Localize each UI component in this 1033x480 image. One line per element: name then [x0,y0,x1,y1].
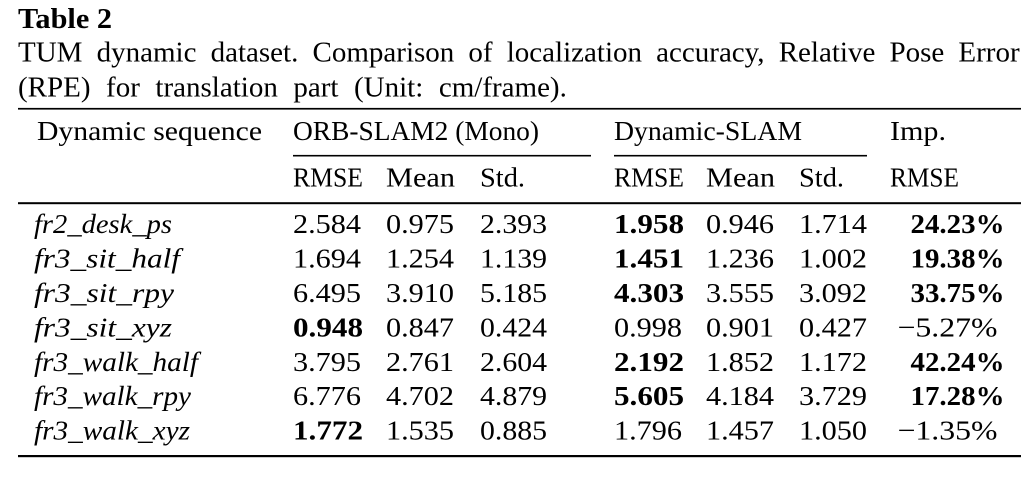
svg-text:ORB-SLAM2 (Mono): ORB-SLAM2 (Mono) [293,115,539,146]
svg-text:3.092: 3.092 [799,277,867,308]
svg-text:TUM dynamic dataset. Compariso: TUM dynamic dataset. Comparison of local… [18,37,1020,69]
svg-text:24.23%: 24.23% [911,208,1005,239]
svg-text:2.393: 2.393 [480,208,547,239]
svg-text:1.796: 1.796 [614,415,682,446]
svg-text:Mean: Mean [706,162,775,193]
svg-text:1.254: 1.254 [386,243,454,274]
svg-text:fr2_desk_ps: fr2_desk_ps [34,208,172,239]
svg-text:Imp.: Imp. [890,115,946,146]
svg-text:1.236: 1.236 [706,243,774,274]
svg-text:fr3_walk_xyz: fr3_walk_xyz [34,415,190,446]
svg-text:2.761: 2.761 [386,346,454,377]
svg-text:4.184: 4.184 [706,380,774,411]
svg-text:3.555: 3.555 [706,277,774,308]
svg-text:6.495: 6.495 [293,277,361,308]
svg-text:1.451: 1.451 [614,243,684,274]
svg-text:fr3_sit_half: fr3_sit_half [34,243,184,274]
svg-text:1.535: 1.535 [386,415,454,446]
svg-text:fr3_walk_half: fr3_walk_half [34,346,202,377]
svg-text:−5.27%: −5.27% [898,311,998,342]
svg-text:fr3_walk_rpy: fr3_walk_rpy [34,380,192,411]
svg-text:1.139: 1.139 [480,243,547,274]
svg-text:Table 2: Table 2 [18,3,112,35]
svg-text:2.192: 2.192 [614,346,684,377]
svg-text:5.185: 5.185 [480,277,547,308]
svg-text:4.702: 4.702 [386,380,454,411]
svg-text:3.795: 3.795 [293,346,361,377]
svg-text:Dynamic sequence: Dynamic sequence [37,115,262,146]
svg-text:Std.: Std. [799,162,844,193]
svg-text:fr3_sit_rpy: fr3_sit_rpy [34,277,175,308]
svg-text:4.879: 4.879 [480,380,547,411]
svg-text:3.910: 3.910 [386,277,454,308]
svg-text:19.38%: 19.38% [911,243,1005,274]
svg-text:1.172: 1.172 [799,346,867,377]
svg-text:42.24%: 42.24% [911,346,1005,377]
svg-text:1.002: 1.002 [799,243,867,274]
svg-text:−1.35%: −1.35% [898,415,998,446]
svg-text:1.457: 1.457 [706,415,774,446]
svg-text:0.901: 0.901 [706,311,774,342]
svg-text:0.847: 0.847 [386,311,454,342]
svg-text:0.975: 0.975 [386,208,454,239]
svg-text:fr3_sit_xyz: fr3_sit_xyz [34,311,172,342]
svg-text:1.050: 1.050 [799,415,867,446]
svg-text:0.946: 0.946 [706,208,774,239]
svg-text:0.427: 0.427 [799,311,867,342]
svg-text:1.852: 1.852 [706,346,774,377]
svg-text:Dynamic-SLAM: Dynamic-SLAM [614,115,802,146]
svg-text:0.424: 0.424 [480,311,547,342]
svg-text:Mean: Mean [386,162,455,193]
svg-text:0.998: 0.998 [614,311,682,342]
svg-text:6.776: 6.776 [293,380,361,411]
svg-text:RMSE: RMSE [614,162,684,193]
svg-text:4.303: 4.303 [614,277,684,308]
svg-text:2.604: 2.604 [480,346,547,377]
svg-text:1.772: 1.772 [293,415,363,446]
svg-text:RMSE: RMSE [293,162,363,193]
svg-text:1.958: 1.958 [614,208,684,239]
svg-text:2.584: 2.584 [293,208,361,239]
svg-text:3.729: 3.729 [799,380,867,411]
svg-text:1.714: 1.714 [799,208,867,239]
svg-text:1.694: 1.694 [293,243,361,274]
svg-text:0.885: 0.885 [480,415,547,446]
svg-text:5.605: 5.605 [614,380,684,411]
svg-text:(RPE) for translation part (Un: (RPE) for translation part (Unit: cm/fra… [18,71,567,103]
svg-text:Std.: Std. [480,162,525,193]
svg-text:RMSE: RMSE [890,162,959,193]
svg-text:17.28%: 17.28% [911,380,1005,411]
svg-text:33.75%: 33.75% [911,277,1005,308]
svg-text:0.948: 0.948 [293,311,363,342]
